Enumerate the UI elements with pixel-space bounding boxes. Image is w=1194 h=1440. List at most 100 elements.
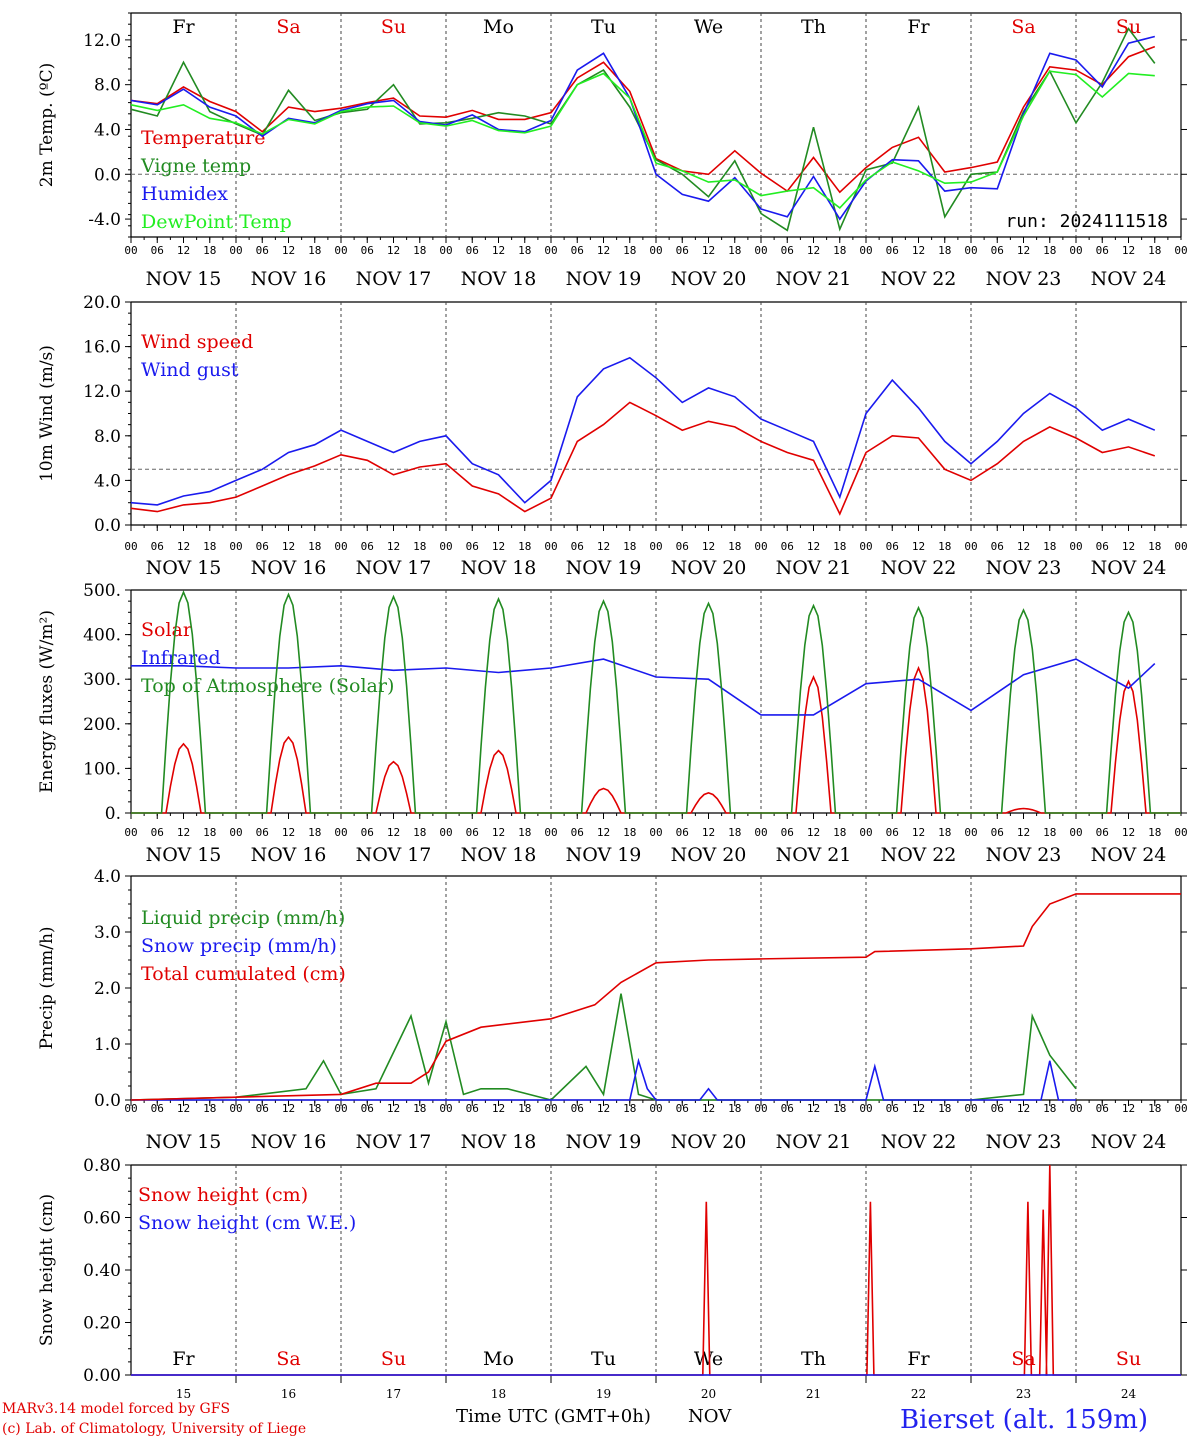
- series-line-top-of-atmosphere-solar-: [131, 590, 1181, 814]
- date-label: NOV 15: [146, 268, 222, 290]
- date-label: NOV 22: [881, 268, 957, 290]
- x-tick-label: 06: [571, 244, 584, 257]
- x-tick-label: 18: [203, 244, 216, 257]
- y-tick-label: 0.00: [83, 1366, 121, 1386]
- y-axis-title: Precip (mm/h): [37, 926, 57, 1049]
- legend-entry: Snow height (cm): [138, 1184, 308, 1206]
- x-tick-label: 18: [413, 540, 426, 553]
- panel-3: 0. 100. 200. 300. 400. 500. Energy fluxes (W/m…: [37, 581, 1188, 866]
- x-tick-label: 00: [859, 540, 872, 553]
- date-label: NOV 22: [881, 557, 957, 579]
- day-number: 18: [491, 1387, 506, 1401]
- x-tick-label: 06: [466, 1102, 479, 1115]
- x-tick-label: 00: [649, 540, 662, 553]
- x-tick-label: 12: [177, 1102, 190, 1115]
- x-tick-label: 12: [1122, 540, 1135, 553]
- x-tick-label: 06: [466, 826, 479, 839]
- x-tick-label: 00: [544, 1102, 557, 1115]
- x-tick-label: 00: [439, 540, 452, 553]
- legend-entry: Liquid precip (mm/h): [141, 907, 345, 929]
- x-tick-label: 12: [807, 826, 820, 839]
- y-axis-title: 2m Temp. (ºC): [37, 63, 57, 188]
- panel-2: 0.0 4.0 8.0 12.0 16.0 20.0 10m Wind (m/s) 00 06 1…: [37, 293, 1188, 579]
- series-line-wind-gust: [130, 356, 1156, 506]
- date-label: NOV 24: [1091, 557, 1167, 579]
- date-label: NOV 23: [986, 268, 1062, 290]
- x-tick-label: 18: [203, 1102, 216, 1115]
- x-tick-label: 18: [1043, 244, 1056, 257]
- x-tick-label: 00: [229, 540, 242, 553]
- date-label: NOV 21: [776, 844, 852, 866]
- y-tick-label: 0.: [105, 804, 121, 824]
- day-label: Su: [1116, 16, 1141, 38]
- x-tick-label: 00: [964, 1102, 977, 1115]
- x-tick-label: 18: [833, 244, 846, 257]
- day-label: Tu: [591, 1348, 616, 1370]
- x-tick-label: 06: [781, 540, 794, 553]
- y-tick-label: 0.0: [94, 516, 121, 536]
- x-tick-label: 12: [597, 826, 610, 839]
- x-tick-label: 18: [518, 244, 531, 257]
- x-tick-label: 12: [1122, 244, 1135, 257]
- legend-entry: Humidex: [141, 183, 228, 205]
- day-label: Th: [801, 1348, 826, 1370]
- y-tick-label: 400.: [83, 626, 121, 646]
- y-tick-label: 12.0: [83, 382, 121, 402]
- x-tick-label: 00: [439, 244, 452, 257]
- x-tick-label: 06: [991, 540, 1004, 553]
- x-tick-label: 12: [597, 1102, 610, 1115]
- x-tick-label: 18: [623, 540, 636, 553]
- x-tick-label: 18: [518, 540, 531, 553]
- legend-entry: Vigne temp: [140, 155, 251, 177]
- x-tick-label: 00: [124, 540, 137, 553]
- y-tick-label: 300.: [83, 670, 121, 690]
- x-tick-label: 00: [439, 826, 452, 839]
- date-label: NOV 19: [566, 557, 642, 579]
- x-tick-label: 12: [912, 540, 925, 553]
- x-tick-label: 00: [1069, 826, 1082, 839]
- day-label: Su: [1116, 1348, 1141, 1370]
- date-label: NOV 21: [776, 557, 852, 579]
- x-tick-label: 12: [1017, 1102, 1030, 1115]
- x-tick-label: 06: [781, 1102, 794, 1115]
- x-tick-label: 18: [518, 1102, 531, 1115]
- x-tick-label: 06: [361, 540, 374, 553]
- series-line-snow-precip-mm-h-: [131, 1057, 1076, 1101]
- date-label: NOV 22: [881, 1131, 957, 1153]
- x-tick-label: 06: [571, 540, 584, 553]
- x-tick-label: 00: [1174, 1102, 1187, 1115]
- date-label: NOV 16: [251, 268, 327, 290]
- panel-1: -4.0 0.0 4.0 8.0 12.0 2m Temp. (ºC) 00 06 12 18 NO…: [37, 12, 1188, 290]
- day-number: 21: [806, 1387, 821, 1401]
- x-tick-label: 18: [938, 540, 951, 553]
- x-tick-label: 12: [282, 540, 295, 553]
- x-tick-label: 00: [859, 1102, 872, 1115]
- day-number: 24: [1121, 1387, 1137, 1401]
- x-tick-label: 00: [649, 244, 662, 257]
- x-tick-label: 06: [361, 244, 374, 257]
- x-tick-label: 12: [492, 1102, 505, 1115]
- x-tick-label: 00: [124, 826, 137, 839]
- x-tick-label: 00: [334, 540, 347, 553]
- date-label: NOV 15: [146, 1131, 222, 1153]
- y-tick-label: 4.0: [94, 120, 121, 140]
- date-label: NOV 23: [986, 1131, 1062, 1153]
- date-label: NOV 15: [146, 844, 222, 866]
- day-number: 19: [596, 1387, 611, 1401]
- series-line-snow-height-cm-: [131, 1164, 1181, 1376]
- date-label: NOV 21: [776, 268, 852, 290]
- y-tick-label: 500.: [83, 581, 121, 601]
- x-tick-label: 06: [466, 540, 479, 553]
- x-tick-label: 12: [1122, 826, 1135, 839]
- day-label: Fr: [172, 16, 195, 38]
- x-tick-label: 12: [1017, 540, 1030, 553]
- x-tick-label: 12: [387, 540, 400, 553]
- x-tick-label: 00: [544, 244, 557, 257]
- x-tick-label: 18: [203, 826, 216, 839]
- x-tick-label: 18: [623, 1102, 636, 1115]
- day-label: We: [694, 1348, 723, 1370]
- run-label: run: 2024111518: [1005, 211, 1168, 232]
- x-tick-label: 00: [334, 826, 347, 839]
- day-label: Sa: [1011, 1348, 1035, 1370]
- x-tick-label: 06: [886, 826, 899, 839]
